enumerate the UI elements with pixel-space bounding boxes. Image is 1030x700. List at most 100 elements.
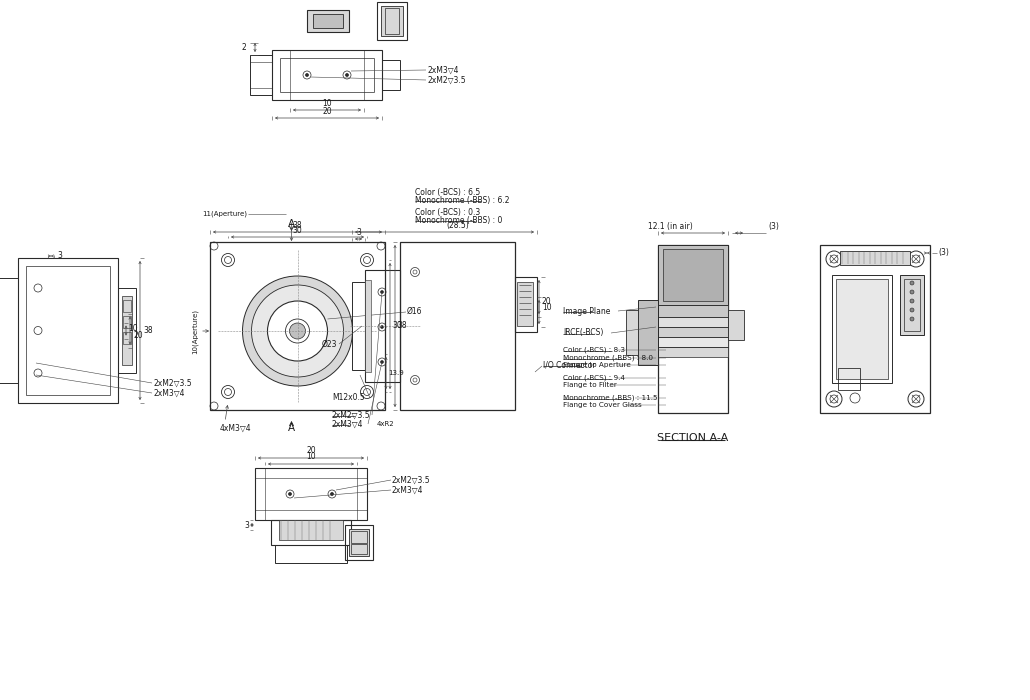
Bar <box>400 242 515 410</box>
Text: 10: 10 <box>306 452 316 461</box>
Text: Color (-BCS) : 0.3: Color (-BCS) : 0.3 <box>415 207 480 216</box>
Bar <box>365 270 400 382</box>
Text: (3): (3) <box>768 222 779 231</box>
Bar <box>836 279 888 379</box>
Text: 2xM2▽3.5: 2xM2▽3.5 <box>427 76 466 85</box>
Text: 4xR2: 4xR2 <box>377 421 394 427</box>
Text: 20: 20 <box>306 446 316 455</box>
Bar <box>123 316 131 328</box>
Bar <box>626 310 638 355</box>
Circle shape <box>909 308 914 312</box>
Text: 4xM3▽4: 4xM3▽4 <box>220 424 251 433</box>
Text: Image Plane: Image Plane <box>563 307 611 316</box>
Text: 38: 38 <box>293 221 303 230</box>
Text: 11(Aperture): 11(Aperture) <box>203 211 247 217</box>
Text: SECTION A-A: SECTION A-A <box>657 433 728 443</box>
Circle shape <box>380 326 383 328</box>
Bar <box>365 280 371 372</box>
Bar <box>271 520 351 545</box>
Text: Ø23: Ø23 <box>322 340 338 349</box>
Bar <box>26 266 110 395</box>
Bar <box>351 531 367 543</box>
Bar <box>250 55 272 95</box>
Bar <box>820 245 930 413</box>
Bar <box>275 545 347 563</box>
Bar <box>307 10 349 32</box>
Circle shape <box>380 360 383 363</box>
Bar <box>832 275 892 383</box>
Text: 3: 3 <box>356 228 362 237</box>
Circle shape <box>380 290 383 293</box>
Text: 2xM3▽4: 2xM3▽4 <box>153 389 184 398</box>
Text: 12.1 (in air): 12.1 (in air) <box>648 222 693 231</box>
Bar <box>351 544 367 554</box>
Text: Flange to Filter: Flange to Filter <box>563 382 617 388</box>
Text: A: A <box>288 219 295 229</box>
Circle shape <box>306 74 309 76</box>
Text: (28.5): (28.5) <box>446 221 469 230</box>
Bar <box>0 278 18 383</box>
Circle shape <box>909 317 914 321</box>
Text: 20: 20 <box>322 107 332 116</box>
Text: 2xM3▽4: 2xM3▽4 <box>392 486 423 494</box>
Text: 30: 30 <box>392 321 402 330</box>
Text: Color (-BCS) : 9.4: Color (-BCS) : 9.4 <box>563 374 625 382</box>
Bar <box>210 242 385 410</box>
Bar <box>345 525 373 560</box>
Bar <box>118 288 136 373</box>
Text: 2xM2▽3.5: 2xM2▽3.5 <box>332 410 371 419</box>
Bar <box>658 327 728 337</box>
Text: IRCF(-BCS): IRCF(-BCS) <box>563 328 604 337</box>
Text: 2xM3▽4: 2xM3▽4 <box>427 66 458 74</box>
Bar <box>352 282 366 370</box>
Circle shape <box>331 493 334 496</box>
Text: M12x0.5: M12x0.5 <box>332 393 365 402</box>
Bar <box>382 60 400 90</box>
Circle shape <box>909 290 914 294</box>
Bar <box>840 251 909 265</box>
Circle shape <box>909 299 914 303</box>
Text: Color (-BCS) : 8.3: Color (-BCS) : 8.3 <box>563 346 625 354</box>
Text: 20: 20 <box>133 331 142 340</box>
Bar <box>728 310 744 340</box>
Text: 20: 20 <box>542 298 552 307</box>
Text: Flange to Aperture: Flange to Aperture <box>563 362 630 368</box>
Text: 38: 38 <box>397 321 407 330</box>
Text: 2: 2 <box>241 43 246 52</box>
Bar <box>123 332 131 344</box>
Text: 13.9: 13.9 <box>388 370 404 376</box>
Text: 38: 38 <box>143 326 152 335</box>
Text: 2xM2▽3.5: 2xM2▽3.5 <box>153 379 192 388</box>
Bar <box>838 368 860 390</box>
Bar <box>122 296 132 365</box>
Circle shape <box>288 493 291 496</box>
Bar <box>658 337 728 347</box>
Text: Monochrome (-BBS) : 11.5: Monochrome (-BBS) : 11.5 <box>563 395 657 401</box>
Text: Flange to Cover Glass: Flange to Cover Glass <box>563 402 642 408</box>
Text: A: A <box>288 423 295 433</box>
Bar <box>663 249 723 301</box>
Text: (3): (3) <box>938 248 949 258</box>
Text: 10(Aperture): 10(Aperture) <box>192 309 198 354</box>
Bar <box>900 275 924 335</box>
Text: Monochrome (-BBS) : 8.0: Monochrome (-BBS) : 8.0 <box>563 355 653 361</box>
Bar <box>658 347 728 357</box>
Circle shape <box>268 301 328 361</box>
Text: Color (-BCS) : 6.5: Color (-BCS) : 6.5 <box>415 188 480 197</box>
Bar <box>638 300 658 365</box>
Bar <box>658 305 728 317</box>
Text: 3: 3 <box>57 251 62 260</box>
Bar <box>279 520 343 540</box>
Text: Monochrome (-BBS) : 0: Monochrome (-BBS) : 0 <box>415 216 503 225</box>
Text: 10: 10 <box>322 99 332 108</box>
Text: 3: 3 <box>244 521 249 529</box>
Circle shape <box>242 276 352 386</box>
Text: 2xM2▽3.5: 2xM2▽3.5 <box>392 475 431 484</box>
Bar <box>517 282 533 326</box>
Bar <box>658 245 728 305</box>
Bar <box>272 50 382 100</box>
Bar <box>255 468 367 520</box>
Bar <box>904 279 920 331</box>
Circle shape <box>345 74 348 76</box>
Bar <box>381 6 403 36</box>
